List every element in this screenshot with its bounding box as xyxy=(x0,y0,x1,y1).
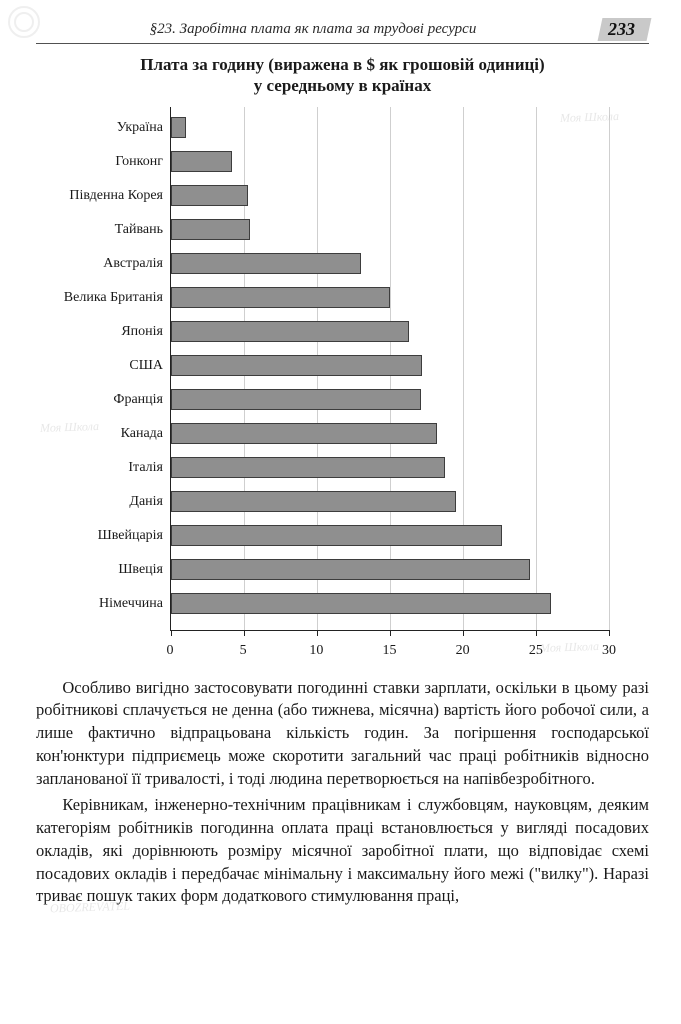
chart-bar-row: Японія xyxy=(171,321,609,342)
chart-x-label: 25 xyxy=(529,643,543,659)
hourly-wage-chart: УкраїнаГонконгПівденна КореяТайваньАвстр… xyxy=(36,107,639,659)
chart-bar-row: Канада xyxy=(171,423,609,444)
chart-y-label: США xyxy=(33,355,171,376)
chart-bar-row: Австралія xyxy=(171,253,609,274)
chart-bar xyxy=(171,287,390,308)
chart-bar xyxy=(171,355,422,376)
chart-y-label: Австралія xyxy=(33,253,171,274)
chart-bar-row: Гонконг xyxy=(171,151,609,172)
chart-bar xyxy=(171,321,409,342)
chart-x-label: 10 xyxy=(309,643,323,659)
chart-y-label: Тайвань xyxy=(33,219,171,240)
chart-x-label: 20 xyxy=(456,643,470,659)
chart-x-tick xyxy=(244,630,245,636)
chart-y-label: Велика Британія xyxy=(33,287,171,308)
chart-bar-row: США xyxy=(171,355,609,376)
chart-x-tick xyxy=(317,630,318,636)
chart-bar-row: Швеція xyxy=(171,559,609,580)
chart-bar xyxy=(171,389,421,410)
chart-bar xyxy=(171,525,502,546)
chart-gridline xyxy=(609,107,610,630)
chart-x-tick xyxy=(390,630,391,636)
chart-bar xyxy=(171,593,551,614)
chart-y-label: Японія xyxy=(33,321,171,342)
chart-x-label: 5 xyxy=(240,643,247,659)
page-header: §23. Заробітна плата як плата за трудові… xyxy=(36,18,649,44)
paragraph-2: Керівникам, інженерно-технічним працівни… xyxy=(36,794,649,908)
chart-x-label: 15 xyxy=(383,643,397,659)
chart-y-label: Швеція xyxy=(33,559,171,580)
chart-x-tick xyxy=(609,630,610,636)
chart-bar xyxy=(171,559,530,580)
chart-bar-row: Тайвань xyxy=(171,219,609,240)
chart-bar xyxy=(171,219,250,240)
chart-y-label: Франція xyxy=(33,389,171,410)
body-text: Особливо вигідно застосовувати погодинні… xyxy=(36,677,649,909)
chart-bar xyxy=(171,491,456,512)
chart-bar-row: Франція xyxy=(171,389,609,410)
chapter-title: §23. Заробітна плата як плата за трудові… xyxy=(36,21,590,38)
chart-bar-row: Італія xyxy=(171,457,609,478)
chart-bar-row: Велика Британія xyxy=(171,287,609,308)
chart-bar xyxy=(171,151,232,172)
chart-x-tick xyxy=(171,630,172,636)
chart-y-label: Швейцарія xyxy=(33,525,171,546)
chart-x-label: 30 xyxy=(602,643,616,659)
chart-bar xyxy=(171,253,361,274)
chart-bar-row: Швейцарія xyxy=(171,525,609,546)
chart-y-label: Данія xyxy=(33,491,171,512)
chart-bar xyxy=(171,423,437,444)
chart-y-label: Україна xyxy=(33,117,171,138)
chart-bar xyxy=(171,185,248,206)
chart-y-label: Італія xyxy=(33,457,171,478)
chart-bar-row: Південна Корея xyxy=(171,185,609,206)
page-number: 233 xyxy=(598,18,652,41)
chart-y-label: Канада xyxy=(33,423,171,444)
chart-x-label: 0 xyxy=(167,643,174,659)
chart-x-tick xyxy=(463,630,464,636)
chart-bar-row: Україна xyxy=(171,117,609,138)
chart-bar xyxy=(171,457,445,478)
paragraph-1: Особливо вигідно застосовувати погодинні… xyxy=(36,677,649,791)
chart-bar-row: Німеччина xyxy=(171,593,609,614)
chart-y-label: Гонконг xyxy=(33,151,171,172)
chart-bar xyxy=(171,117,186,138)
chart-y-label: Німеччина xyxy=(33,593,171,614)
chart-plot-area: Україна Гонконг Південна Корея Тайвань Австр… xyxy=(170,107,609,631)
chart-y-label: Південна Корея xyxy=(33,185,171,206)
chart-title: Плата за годину (виражена в $ як грошові… xyxy=(66,54,619,97)
chart-x-tick xyxy=(536,630,537,636)
chart-bar-row: Данія xyxy=(171,491,609,512)
